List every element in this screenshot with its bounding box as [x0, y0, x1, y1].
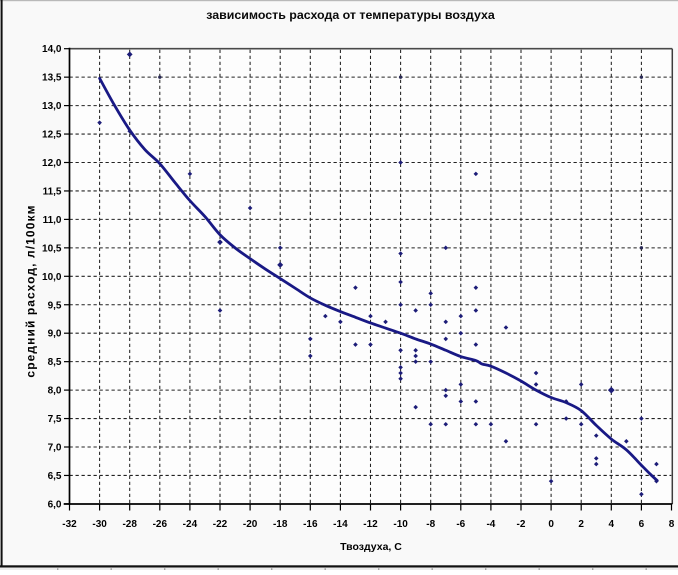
svg-text:-20: -20	[243, 519, 258, 530]
svg-text:12,0: 12,0	[42, 158, 62, 169]
svg-text:-14: -14	[333, 519, 348, 530]
svg-text:10,5: 10,5	[42, 243, 62, 254]
svg-text:4: 4	[609, 519, 615, 530]
svg-text:-12: -12	[363, 519, 378, 530]
svg-text:средний расход, л/100км: средний расход, л/100км	[24, 204, 38, 377]
svg-text:8,0: 8,0	[48, 386, 62, 397]
svg-text:13,5: 13,5	[42, 73, 62, 84]
svg-text:-30: -30	[92, 519, 107, 530]
svg-text:-32: -32	[62, 519, 77, 530]
svg-text:9,5: 9,5	[48, 300, 62, 311]
svg-text:0: 0	[548, 519, 554, 530]
svg-text:Твоздуха, С: Твоздуха, С	[340, 541, 402, 553]
svg-text:-10: -10	[393, 519, 408, 530]
svg-text:-28: -28	[122, 519, 137, 530]
svg-text:-22: -22	[213, 519, 228, 530]
svg-text:12,5: 12,5	[42, 130, 62, 141]
svg-text:6,5: 6,5	[48, 471, 62, 482]
svg-text:6: 6	[639, 519, 645, 530]
svg-text:-16: -16	[303, 519, 318, 530]
svg-text:6,0: 6,0	[48, 499, 62, 510]
svg-text:9,0: 9,0	[48, 329, 62, 340]
svg-text:-2: -2	[517, 519, 526, 530]
svg-text:зависимость расхода от темпера: зависимость расхода от температуры возду…	[206, 8, 495, 22]
svg-text:8: 8	[669, 519, 675, 530]
svg-text:7,5: 7,5	[48, 414, 62, 425]
svg-text:10,0: 10,0	[42, 272, 62, 283]
svg-text:13,0: 13,0	[42, 101, 62, 112]
svg-text:7,0: 7,0	[48, 443, 62, 454]
svg-text:-8: -8	[426, 519, 435, 530]
svg-text:-6: -6	[456, 519, 465, 530]
svg-text:11,5: 11,5	[43, 186, 62, 197]
svg-text:11,0: 11,0	[43, 215, 62, 226]
svg-text:8,5: 8,5	[48, 357, 62, 368]
svg-text:-26: -26	[153, 519, 168, 530]
svg-text:-18: -18	[273, 519, 288, 530]
svg-text:14,0: 14,0	[42, 44, 62, 55]
svg-text:2: 2	[578, 519, 584, 530]
svg-text:-4: -4	[486, 519, 495, 530]
svg-text:-24: -24	[183, 519, 198, 530]
